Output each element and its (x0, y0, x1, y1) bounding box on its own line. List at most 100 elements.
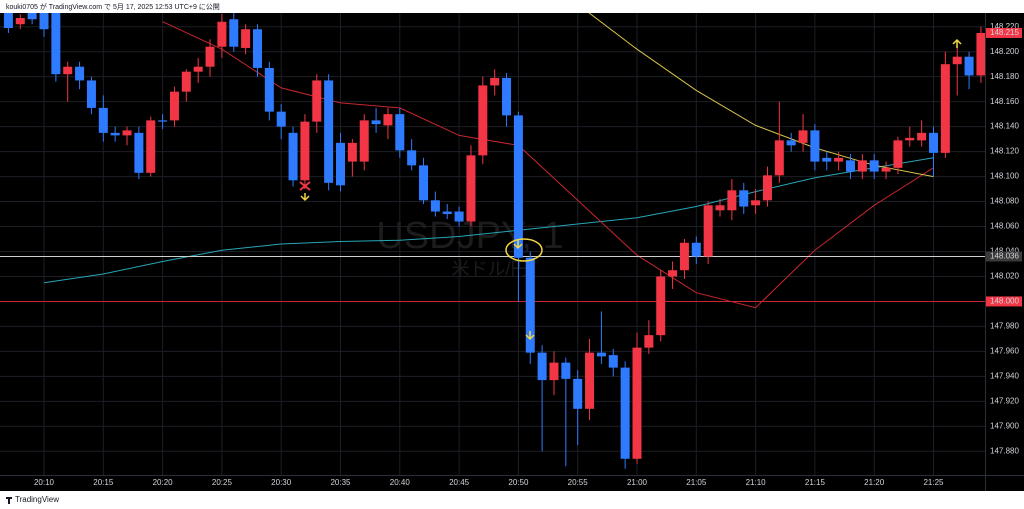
y-tick-label: 147.920 (990, 396, 1019, 405)
candle-body (502, 77, 512, 116)
x-tick-label: 20:10 (34, 478, 55, 487)
candle-body (134, 132, 144, 173)
candle-body (419, 165, 429, 201)
candle-body (857, 160, 867, 172)
candle-body (75, 66, 85, 81)
candle-body (786, 140, 796, 146)
price-label: 148.036 (990, 252, 1019, 261)
candle-body (774, 140, 784, 176)
y-tick-label: 148.080 (990, 197, 1019, 206)
candle-body (940, 64, 950, 153)
y-tick-label: 148.180 (990, 72, 1019, 81)
candle-body (952, 56, 962, 65)
candle-body (98, 107, 108, 133)
candle-body (51, 13, 61, 75)
candle-body (39, 13, 49, 30)
down-arrow (525, 331, 535, 341)
price-label-box (986, 251, 1022, 262)
watermark-symbol: USDJPY, 1 (376, 215, 563, 257)
candle-body (549, 362, 559, 381)
moving-average (162, 21, 934, 309)
candle-body (691, 242, 701, 257)
candle-body (929, 132, 938, 153)
candle-body (834, 157, 844, 162)
candle-body (193, 66, 203, 72)
candle-body (359, 120, 369, 162)
y-tick-label: 148.160 (990, 97, 1019, 106)
candle-body (146, 120, 156, 173)
candle-body (810, 130, 820, 162)
candle-body (86, 80, 96, 108)
candle-body (596, 352, 606, 357)
candle-body (715, 205, 725, 211)
candle-body (169, 91, 179, 121)
candle-body (205, 46, 215, 67)
y-tick-label: 147.900 (990, 421, 1019, 430)
candle-body (762, 175, 772, 201)
candle-body (513, 115, 523, 258)
candle-body (751, 200, 761, 206)
moving-average (43, 157, 934, 284)
candle-body (608, 355, 618, 368)
candle-body (407, 150, 417, 166)
candle-body (561, 362, 571, 379)
candle-body (976, 32, 985, 76)
candle-body (822, 157, 832, 162)
candle-body (217, 21, 227, 47)
x-tick-label: 21:05 (686, 478, 707, 487)
x-tick-label: 20:40 (390, 478, 411, 487)
candle-body (893, 140, 903, 168)
annotations (299, 38, 962, 341)
x-tick-label: 20:20 (153, 478, 174, 487)
header-bar (0, 0, 1024, 13)
candle-body (525, 257, 535, 353)
candle-body (620, 367, 630, 459)
x-tick-label: 21:25 (923, 478, 944, 487)
candle-body (917, 132, 927, 141)
y-tick-label: 147.960 (990, 346, 1019, 355)
candle-body (264, 67, 274, 112)
y-tick-label: 148.140 (990, 122, 1019, 131)
y-tick-label: 147.980 (990, 322, 1019, 331)
candle-body (347, 142, 357, 162)
candle-body (371, 120, 381, 125)
candle-body (181, 71, 191, 92)
candle-body (869, 160, 879, 172)
candle-body (632, 347, 642, 459)
candle-body (573, 378, 583, 409)
candle-body (466, 155, 476, 222)
candle-body (430, 200, 440, 212)
y-tick-label: 148.040 (990, 247, 1019, 256)
highlight-circle (505, 238, 543, 262)
candles (3, 13, 985, 469)
price-axis: 147.880 147.900 147.920 147.940 147.960 147.9… (986, 22, 1022, 455)
candle-body (276, 111, 286, 127)
candle-body (727, 190, 737, 211)
candle-body (845, 160, 855, 172)
footer-bar (0, 491, 1024, 509)
x-tick-label: 20:15 (93, 478, 114, 487)
down-arrow (300, 193, 310, 202)
y-tick-label: 148.100 (990, 172, 1019, 181)
candle-body (668, 270, 678, 277)
candle-body (288, 132, 298, 181)
candle-body (739, 190, 749, 207)
x-tick-label: 20:45 (449, 478, 470, 487)
last-price-label: 148.215 (990, 28, 1019, 37)
candle-body (3, 13, 13, 28)
x-tick-label: 20:35 (330, 478, 351, 487)
y-tick-label: 148.120 (990, 147, 1019, 156)
candle-body (703, 205, 713, 257)
up-arrow (952, 38, 962, 48)
logo (6, 497, 12, 504)
x-tick-label: 21:20 (864, 478, 885, 487)
y-tick-label: 148.200 (990, 47, 1019, 56)
x-tick-label: 20:55 (568, 478, 589, 487)
y-tick-label: 148.020 (990, 272, 1019, 281)
watermark-name: 米ドル/円 (451, 259, 528, 279)
candle-body (110, 132, 120, 136)
candle-body (241, 29, 251, 48)
last-price-box (986, 27, 1022, 38)
x-tick-label: 20:30 (271, 478, 292, 487)
candle-body (63, 66, 73, 75)
